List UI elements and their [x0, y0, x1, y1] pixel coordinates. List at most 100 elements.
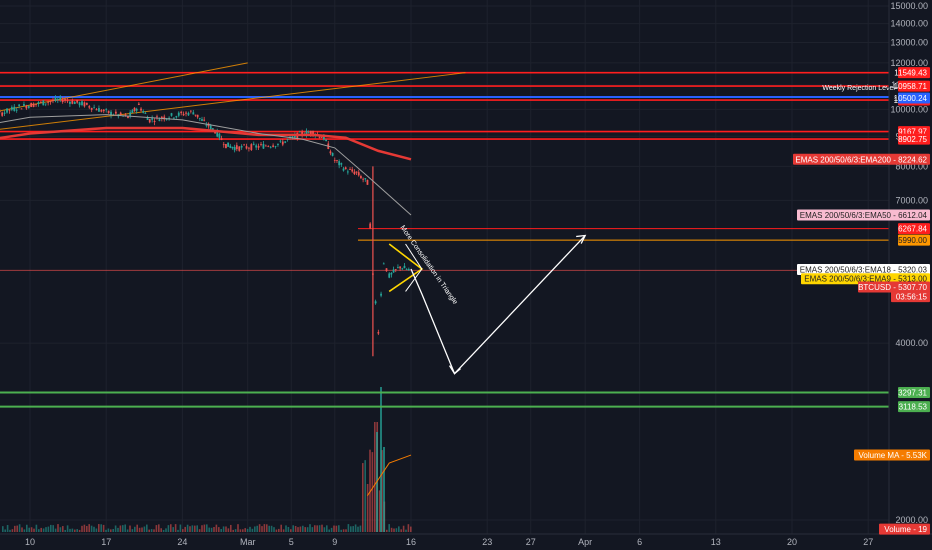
candle-body [135, 108, 138, 111]
volume-bar [314, 525, 316, 532]
candle-body [71, 100, 74, 104]
candle-body [114, 111, 117, 114]
price-axis-label-bg [891, 291, 930, 303]
volume-bar [326, 525, 328, 532]
volume-bar [172, 527, 174, 532]
candle-body [66, 100, 69, 102]
volume-bar [323, 527, 326, 532]
price-axis-label-bg [898, 80, 930, 92]
trend-drawings[interactable] [0, 62, 466, 135]
volume-bar [390, 527, 393, 532]
volume-bar [251, 528, 254, 532]
candle-body [142, 111, 145, 113]
time-axis[interactable]: 10 17 24 Mar 5 9 16 23 27 Apr 6 13 20 27 [25, 537, 873, 547]
time-tick-label: 16 [406, 537, 416, 547]
candle-body [137, 103, 140, 105]
volume-bar [93, 526, 95, 532]
time-tick-label: 20 [787, 537, 797, 547]
candle-body [344, 167, 347, 170]
volume-bar [30, 527, 33, 532]
volume-bar [352, 526, 354, 532]
candle-body [23, 104, 25, 106]
volume-bar [330, 527, 333, 532]
volume-bar [369, 449, 371, 532]
candle-body [27, 106, 30, 108]
volume-bar [362, 463, 364, 532]
volume-bar [179, 524, 182, 532]
volume-bar [143, 526, 146, 532]
horizontal-levels[interactable]: Weekly Rejection Level [0, 71, 895, 408]
volume-bar [69, 528, 71, 532]
candle-body [98, 108, 100, 112]
price-axis-label-bg [898, 223, 930, 235]
trend-channel-line[interactable] [0, 72, 466, 135]
volume-bar [54, 528, 57, 532]
volume-bar [402, 525, 405, 532]
candle-body [156, 116, 158, 118]
volume-bar [316, 525, 318, 532]
volume-bar [100, 524, 102, 532]
volume-bar [11, 529, 14, 532]
volume-bar [26, 524, 28, 532]
candle-body [407, 269, 410, 271]
trend-channel-line[interactable] [0, 62, 248, 120]
time-tick-label: 27 [863, 537, 873, 547]
candle-body [180, 111, 183, 114]
price-axis-label: EMAS 200/50/6/3:EMA9 - 5313.00 [804, 275, 927, 284]
price-axis-label: EMAS 200/50/6/3:EMA18 - 5320.03 [800, 265, 928, 274]
volume-bar [359, 525, 362, 532]
volume-bar [321, 524, 323, 532]
candle-body [277, 143, 279, 145]
candle-body [274, 146, 277, 148]
candle-body [205, 124, 208, 126]
candle-body [127, 116, 129, 118]
candle-body [250, 144, 253, 150]
ema200-line [0, 126, 412, 161]
volume-bar [254, 526, 256, 532]
candle-body [61, 99, 64, 103]
candle-body [6, 108, 8, 113]
candle-body [42, 100, 45, 106]
volume-bar [35, 524, 38, 532]
price-tick-label: 15000.00 [890, 1, 928, 11]
time-tick-label: 10 [25, 537, 35, 547]
volume-bar [9, 529, 11, 532]
candle-body [405, 268, 408, 270]
candle-body [382, 263, 385, 265]
candle-body [175, 116, 178, 118]
volume-bar [74, 529, 76, 532]
candle-body [325, 139, 327, 142]
volume-bar [136, 524, 138, 532]
volume-bar [71, 528, 74, 532]
volume-bar [117, 527, 119, 532]
candle-body [20, 108, 23, 110]
candle-body [225, 144, 227, 148]
candle-body [182, 113, 185, 116]
price-axis-label: EMAS 200/50/6/3:EMA50 - 6612.04 [800, 211, 928, 220]
volume-bar [184, 526, 186, 532]
volume-bar [47, 526, 50, 532]
candle-body [69, 101, 71, 104]
candle-body [163, 116, 166, 120]
projection-path [410, 235, 586, 375]
volume-bar [210, 527, 213, 532]
candle-body [170, 113, 173, 116]
ema50-line [0, 114, 412, 216]
candle-body [255, 145, 258, 148]
volume-bar [40, 527, 42, 532]
price-axis-label-bg [898, 386, 930, 398]
price-axis-label-bg [898, 401, 930, 413]
candle-body [3, 112, 6, 114]
volume-bar [263, 524, 266, 532]
candle-body [216, 130, 219, 137]
volume-bar [227, 528, 230, 532]
candle-body [18, 104, 21, 106]
volume-bar [2, 526, 4, 532]
candle-body [52, 100, 54, 102]
price-axis-label: EMAS 200/50/6/3:EMA200 - 8224.62 [795, 155, 927, 164]
price-axis-label-bg [898, 133, 930, 145]
volume-bar [88, 524, 90, 532]
candle-body [25, 105, 28, 109]
candle-body [264, 145, 267, 147]
